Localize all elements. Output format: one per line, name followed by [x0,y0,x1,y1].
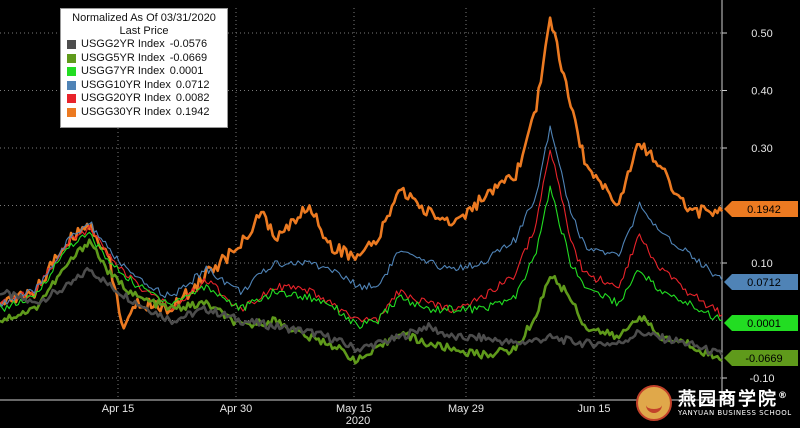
badge-background [724,274,798,290]
legend-series-name: USGG10YR Index [81,78,171,91]
legend-entry: USGG5YR Index -0.0669 [67,52,221,66]
badge-value: 0.1942 [747,204,781,216]
legend-entry: USGG2YR Index -0.0576 [67,38,221,52]
last-value-badge: 0.1942 [724,201,798,217]
legend-entry: USGG7YR Index 0.0001 [67,65,221,79]
last-value-badge: 0.0001 [724,315,798,331]
x-tick-label: May 15 [336,403,372,415]
legend-subtitle: Last Price [119,25,169,37]
series-line-usgg7yr-index [0,185,723,330]
legend-series-name: USGG7YR Index [81,65,165,77]
series-line-usgg2yr-index [0,267,724,356]
chart-legend: Normalized As Of 03/31/2020 Last Price U… [60,8,228,128]
badge-background [724,201,798,217]
legend-series-value: 0.0001 [169,65,204,77]
badge-value: 0.0712 [747,277,781,289]
legend-title: Normalized As Of 03/31/2020 [72,12,216,24]
y-axis-ticks: 0.50 0.40 0.30 0.10 -0.10 [722,28,775,385]
x-tick-label: May 29 [448,403,484,415]
legend-series-name: USGG30YR Index [81,105,171,118]
last-value-badge: -0.0669 [724,350,798,366]
y-tick-label: -0.10 [749,373,774,385]
y-tick-label: 0.40 [751,86,772,98]
legend-entry: USGG30YR Index 0.1942 [67,106,221,120]
series-layer [0,16,724,365]
legend-series-value: 0.0082 [175,92,210,104]
logo-english-name: YANYUAN BUSINESS SCHOOL [678,409,792,417]
y-tick-label: 0.50 [751,28,772,40]
legend-swatch [67,67,76,77]
x-axis-ticks: Apr 15 Apr 30 May 15 May 29 Jun 15 [102,403,611,415]
legend-series-name: USGG5YR Index [81,51,165,64]
badge-background [724,315,798,331]
x-axis-year-label: 2020 [346,415,370,427]
school-logo: 燕园商学院® YANYUAN BUSINESS SCHOOL [636,382,796,426]
series-line-usgg30yr-index [0,16,724,330]
last-value-badges: -0.0669 0.0001 0.0712 0.1942 [724,201,798,366]
legend-series-value: -0.0576 [169,38,208,50]
legend-series-name: USGG20YR Index [81,92,171,104]
last-value-badge: 0.0712 [724,274,798,290]
x-tick-label: Apr 30 [220,403,252,415]
legend-swatch [67,53,76,63]
legend-swatch [67,40,76,50]
legend-series-name: USGG2YR Index [81,38,165,50]
series-line-usgg10yr-index [0,125,723,307]
legend-series-value: -0.0669 [169,51,208,64]
x-tick-label: Jun 15 [577,403,610,415]
badge-value: 0.0001 [747,318,781,330]
badge-value: -0.0669 [745,353,782,365]
series-line-usgg20yr-index [0,149,723,324]
logo-emblem-icon [636,385,672,421]
grid-lines [0,0,723,401]
legend-series-value: 0.0712 [175,78,210,91]
y-tick-label: 0.30 [751,143,772,155]
y-tick-label: 0.10 [751,258,772,270]
badge-background [724,350,798,366]
legend-swatch [67,94,76,104]
series-line-usgg5yr-index [0,238,723,365]
legend-rows: USGG2YR Index -0.0576 USGG5YR Index -0.0669… [67,38,221,119]
legend-entry: USGG10YR Index 0.0712 [67,79,221,93]
x-tick-label: Apr 15 [102,403,134,415]
legend-entry: USGG20YR Index 0.0082 [67,92,221,106]
logo-chinese-name: 燕园商学院® [678,389,787,410]
legend-swatch [67,107,76,117]
legend-swatch [67,80,76,90]
legend-series-value: 0.1942 [175,105,210,118]
